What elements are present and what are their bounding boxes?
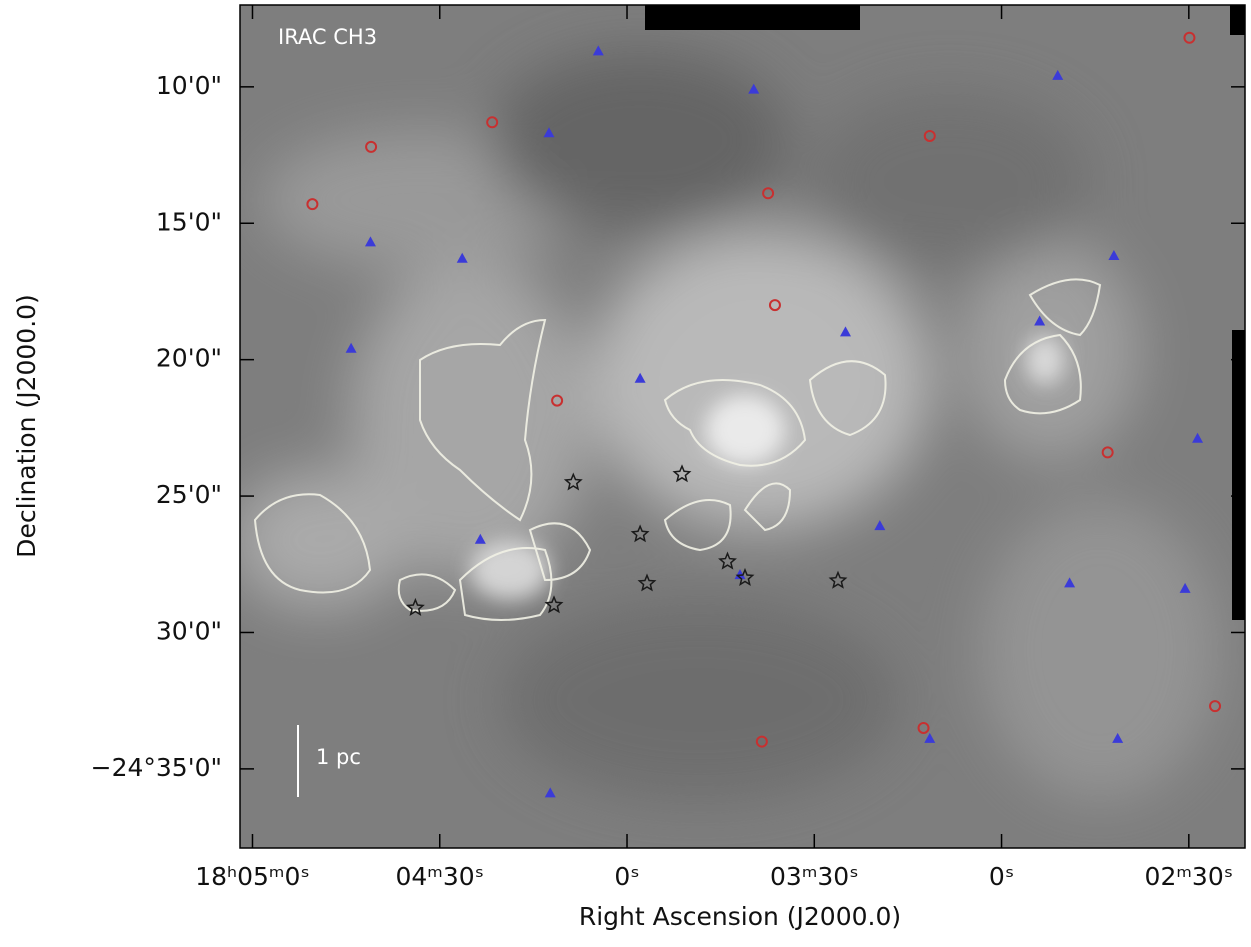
- circle-marker: [923, 129, 936, 142]
- y-tick-label: −24°35'0": [91, 753, 222, 782]
- x-tick-label: 0ˢ: [989, 862, 1014, 891]
- x-axis-label: Right Ascension (J2000.0): [579, 902, 901, 931]
- triangle-marker: [1192, 432, 1204, 443]
- star-marker: [718, 551, 737, 570]
- star-marker: [563, 472, 583, 491]
- triangle-marker: [592, 45, 604, 56]
- plot-frame: [239, 4, 1246, 849]
- triangle-marker: [544, 787, 556, 798]
- star-marker: [544, 595, 564, 614]
- triangle-marker: [748, 83, 760, 94]
- triangle-marker: [1052, 69, 1064, 80]
- sky-image: [240, 5, 1245, 848]
- contours: [253, 278, 1102, 621]
- triangle-marker: [874, 520, 886, 531]
- y-tick-label: 10'0": [156, 71, 222, 100]
- star-marker: [637, 573, 657, 592]
- x-tick-label: 03ᵐ30ˢ: [770, 862, 859, 891]
- y-tick-label: 20'0": [156, 344, 222, 373]
- circle-marker: [917, 721, 930, 734]
- circle-marker: [762, 187, 775, 200]
- circle-marker: [755, 735, 768, 748]
- scale-bar-label: 1 pc: [316, 745, 361, 769]
- triangle-marker: [543, 127, 555, 138]
- triangle-marker: [839, 326, 851, 337]
- triangle-marker: [1179, 582, 1191, 593]
- triangle-marker: [924, 732, 936, 743]
- image-label: IRAC CH3: [278, 25, 377, 49]
- triangle-marker: [1034, 315, 1046, 326]
- triangle-marker: [634, 372, 646, 383]
- circle-marker: [306, 198, 319, 211]
- x-tick-label: 04ᵐ30ˢ: [395, 862, 484, 891]
- circle-marker: [551, 394, 564, 407]
- star-marker: [735, 567, 755, 586]
- y-axis-label: Declination (J2000.0): [12, 294, 41, 558]
- y-tick-label: 30'0": [156, 616, 222, 645]
- triangle-marker: [1108, 249, 1120, 260]
- circle-marker: [1209, 700, 1222, 713]
- triangle-marker: [1064, 577, 1076, 588]
- circle-marker: [365, 140, 378, 153]
- y-tick-label: 15'0": [156, 207, 222, 236]
- triangle-marker: [345, 342, 357, 353]
- x-tick-label: 0ˢ: [614, 862, 639, 891]
- circle-marker: [1183, 31, 1196, 44]
- triangle-marker: [474, 533, 486, 544]
- star-marker: [828, 570, 848, 589]
- triangle-marker: [734, 569, 746, 580]
- triangle-marker: [1112, 732, 1124, 743]
- circle-marker: [486, 116, 499, 129]
- triangle-marker: [456, 252, 468, 263]
- star-marker: [630, 524, 650, 543]
- y-tick-label: 25'0": [156, 480, 222, 509]
- star-marker: [405, 597, 425, 616]
- x-tick-label: 18ʰ05ᵐ0ˢ: [195, 862, 310, 891]
- circle-marker: [1101, 446, 1114, 459]
- star-marker: [672, 464, 692, 483]
- circle-marker: [768, 299, 781, 312]
- x-tick-label: 02ᵐ30ˢ: [1145, 862, 1234, 891]
- triangle-marker: [364, 236, 376, 247]
